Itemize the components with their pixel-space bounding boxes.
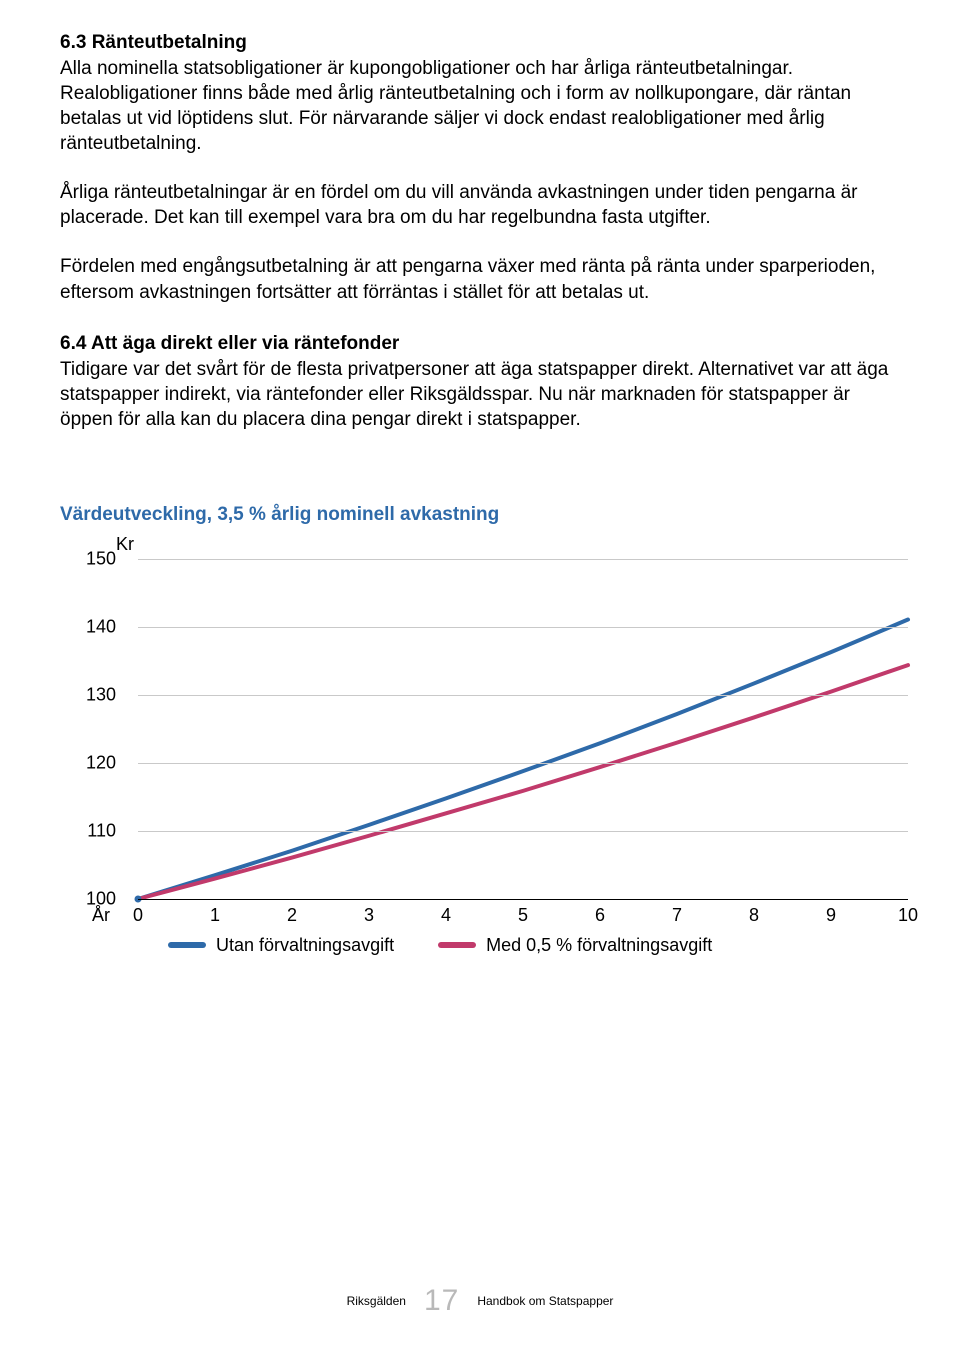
page-footer: Riksgälden 17 Handbok om Statspapper — [0, 1284, 960, 1318]
chart-gridline — [138, 763, 908, 764]
chart-y-unit: Kr — [116, 534, 900, 555]
chart-ytick: 110 — [66, 820, 116, 841]
chart-xtick: 4 — [441, 905, 451, 926]
chart-xtick: 2 — [287, 905, 297, 926]
chart-xtick: 1 — [210, 905, 220, 926]
chart-x-label: År — [92, 905, 110, 926]
chart-xtick: 5 — [518, 905, 528, 926]
legend-swatch — [438, 942, 476, 948]
chart-gridline — [138, 899, 908, 901]
chart-ytick: 140 — [66, 616, 116, 637]
chart-container: Kr 100110120130140150År012345678910 Utan… — [88, 534, 900, 956]
legend-swatch — [168, 942, 206, 948]
chart-gridline — [138, 695, 908, 696]
chart-xtick: 0 — [133, 905, 143, 926]
chart-gridline — [138, 627, 908, 628]
legend-item: Med 0,5 % förvaltningsavgift — [438, 935, 712, 956]
paragraph: Alla nominella statsobligationer är kupo… — [60, 56, 900, 156]
footer-page-number: 17 — [424, 1284, 459, 1318]
chart-ytick: 150 — [66, 548, 116, 569]
chart-plot-area: 100110120130140150År012345678910 — [88, 559, 908, 899]
chart-svg — [138, 559, 908, 899]
chart-xtick: 6 — [595, 905, 605, 926]
paragraph: Årliga ränteutbetalningar är en fördel o… — [60, 180, 900, 230]
heading-6-4: 6.4 Att äga direkt eller via räntefonder — [60, 333, 900, 355]
chart-gridline — [138, 559, 908, 560]
chart-ytick: 130 — [66, 684, 116, 705]
legend-label: Utan förvaltningsavgift — [216, 935, 394, 956]
chart-xtick: 9 — [826, 905, 836, 926]
chart-xtick: 3 — [364, 905, 374, 926]
chart-legend: Utan förvaltningsavgift Med 0,5 % förvalt… — [168, 935, 900, 956]
paragraph: Tidigare var det svårt för de flesta pri… — [60, 357, 900, 432]
heading-6-3: 6.3 Ränteutbetalning — [60, 32, 900, 54]
section-6-3: 6.3 Ränteutbetalning Alla nominella stat… — [60, 32, 900, 305]
chart-xtick: 10 — [898, 905, 918, 926]
chart-xtick: 7 — [672, 905, 682, 926]
legend-item: Utan förvaltningsavgift — [168, 935, 394, 956]
section-6-4: 6.4 Att äga direkt eller via räntefonder… — [60, 333, 900, 432]
footer-right: Handbok om Statspapper — [477, 1294, 613, 1308]
chart-xtick: 8 — [749, 905, 759, 926]
paragraph: Fördelen med engångsutbetalning är att p… — [60, 254, 900, 304]
footer-left: Riksgälden — [347, 1294, 406, 1308]
chart-title: Värdeutveckling, 3,5 % årlig nominell av… — [60, 504, 900, 526]
chart-series-line — [138, 619, 908, 898]
chart-gridline — [138, 831, 908, 832]
legend-label: Med 0,5 % förvaltningsavgift — [486, 935, 712, 956]
chart-ytick: 120 — [66, 752, 116, 773]
